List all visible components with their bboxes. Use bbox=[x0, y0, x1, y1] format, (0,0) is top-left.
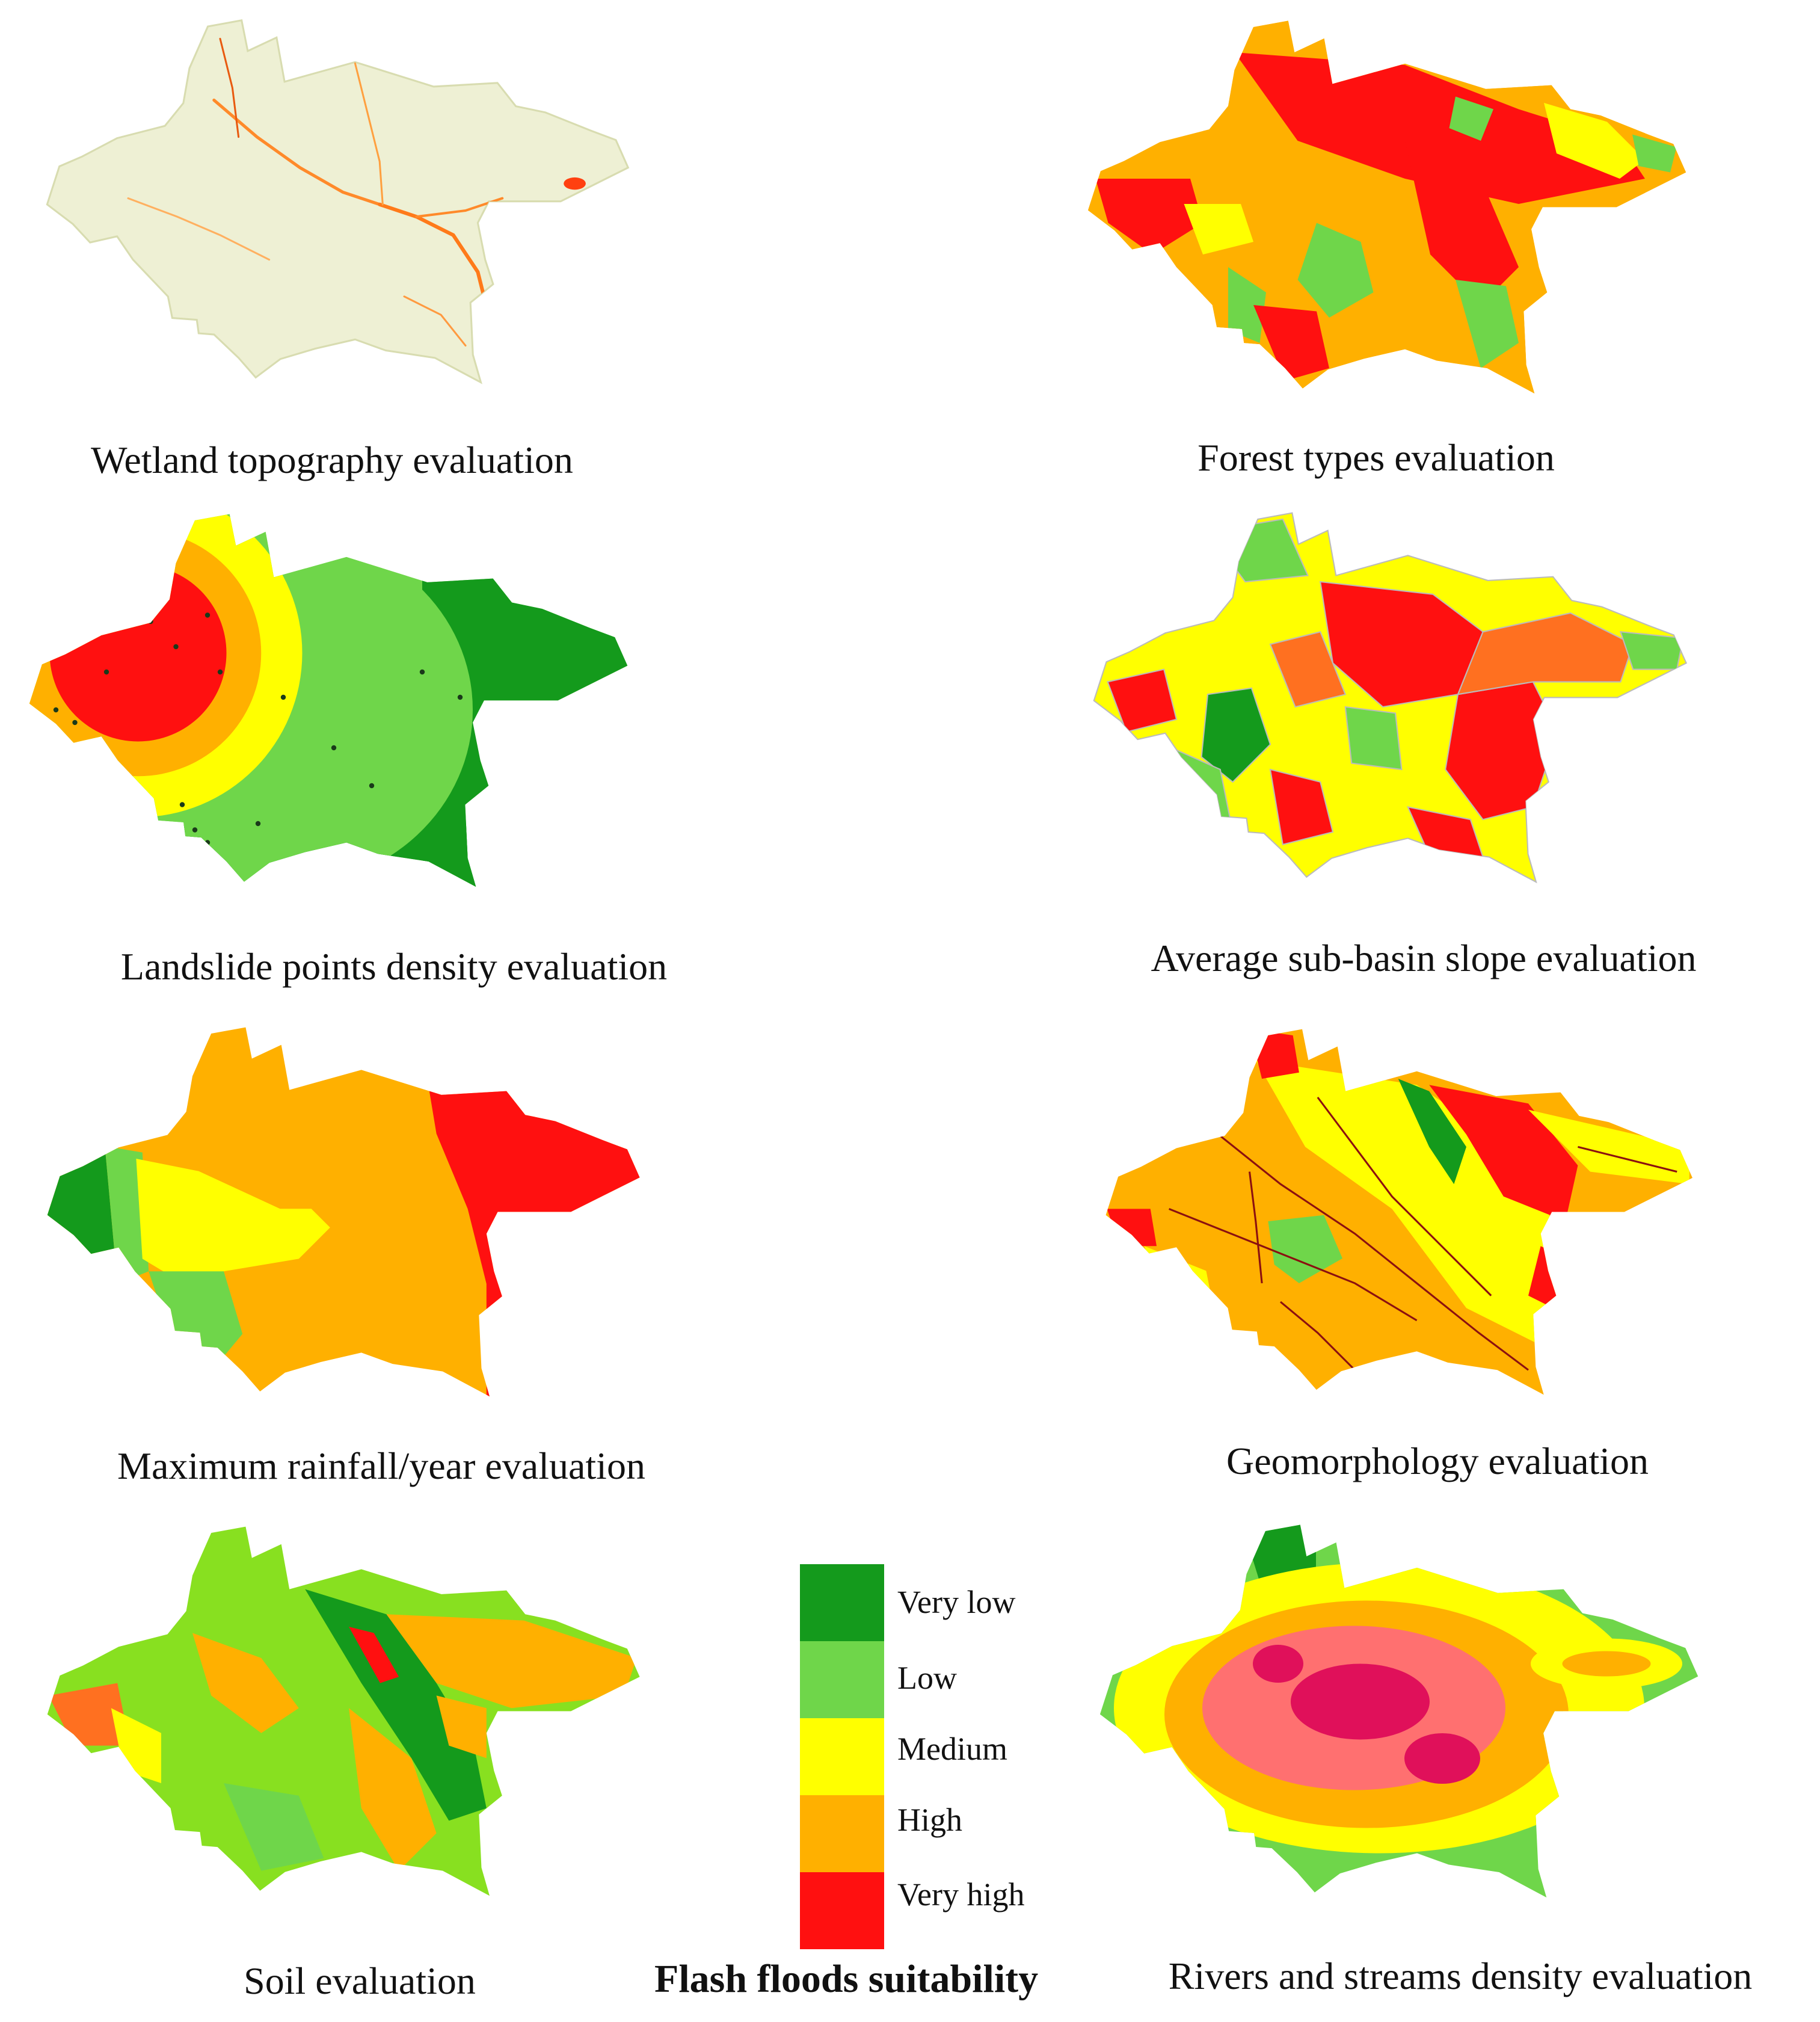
zone-low bbox=[1456, 280, 1519, 368]
caption-forest: Forest types evaluation bbox=[1197, 436, 1555, 479]
zone-medium bbox=[1184, 204, 1253, 254]
stream-line bbox=[212, 98, 381, 206]
river-network bbox=[1218, 1133, 1529, 1371]
wetland-patch bbox=[564, 177, 586, 190]
legend-label-low: Low bbox=[897, 1660, 957, 1696]
wetland-topography-map bbox=[46, 19, 629, 384]
zone-very-high bbox=[49, 564, 227, 742]
zone-very-low bbox=[305, 1589, 487, 1821]
legend-label-very-low: Very low bbox=[897, 1584, 1016, 1620]
soil-map bbox=[47, 1526, 640, 1896]
sub-basin-very-high bbox=[1269, 768, 1334, 846]
forest-types-map bbox=[1087, 20, 1686, 393]
density-hotspot bbox=[1291, 1663, 1430, 1740]
legend-label-very-high: Very high bbox=[897, 1876, 1025, 1913]
caption-rivers: Rivers and streams density evaluation bbox=[1168, 1955, 1753, 1997]
sub-basin-high bbox=[1457, 612, 1634, 695]
caption-rainfall: Maximum rainfall/year evaluation bbox=[117, 1444, 645, 1487]
river-density-map bbox=[1099, 1524, 1699, 1897]
river-network bbox=[1248, 1171, 1263, 1284]
legend-swatch-medium bbox=[800, 1718, 884, 1795]
zone-medium bbox=[136, 1159, 330, 1278]
zone-very-high bbox=[1253, 305, 1329, 381]
zone-very-high bbox=[349, 1627, 399, 1683]
stream-line bbox=[354, 62, 384, 206]
zone-very-high bbox=[1405, 141, 1519, 305]
caption-slope: Average sub-basin slope evaluation bbox=[1151, 937, 1697, 979]
landslide-density-map bbox=[29, 514, 628, 887]
sub-basin-high bbox=[1269, 630, 1347, 708]
zone-low bbox=[1632, 134, 1677, 173]
river-network bbox=[1169, 1207, 1418, 1322]
zone-very-high bbox=[1107, 1209, 1157, 1247]
caption-landslide: Landslide points density evaluation bbox=[120, 945, 668, 988]
zone-high bbox=[436, 1695, 487, 1758]
zone-low bbox=[149, 1271, 243, 1372]
zone-medium bbox=[1255, 1060, 1566, 1345]
caption-geomorph: Geomorphology evaluation bbox=[1226, 1440, 1649, 1482]
zone-very-high bbox=[1234, 52, 1645, 204]
zone-very-low bbox=[47, 1146, 118, 1284]
legend-swatch-very-low bbox=[800, 1564, 884, 1641]
stream-line bbox=[403, 295, 467, 347]
geomorphology-map bbox=[1105, 1029, 1692, 1395]
sub-basin-slope-map bbox=[1093, 512, 1687, 883]
river-network bbox=[1578, 1145, 1677, 1173]
zone-high bbox=[349, 1708, 437, 1871]
sub-basin-very-low bbox=[1201, 687, 1271, 783]
legend-label-medium: Medium bbox=[897, 1731, 1007, 1767]
legend-swatch-high bbox=[800, 1795, 884, 1872]
zone-high bbox=[1562, 1651, 1651, 1677]
sub-basin-low bbox=[1344, 706, 1403, 771]
legend-swatch-very-high bbox=[800, 1872, 884, 1949]
zone-medium bbox=[1544, 103, 1645, 179]
zone-low bbox=[1268, 1215, 1342, 1283]
river-network bbox=[1280, 1301, 1356, 1371]
zone-low bbox=[1449, 96, 1493, 141]
density-hotspot bbox=[1404, 1733, 1480, 1784]
zone-very-high bbox=[48, 1683, 130, 1746]
stream-line bbox=[378, 202, 489, 311]
caption-wetland: Wetland topography evaluation bbox=[91, 439, 573, 481]
zone-very-low bbox=[1398, 1079, 1466, 1185]
legend-title: Flash floods suitability bbox=[654, 1957, 1039, 2001]
max-rainfall-map bbox=[47, 1027, 640, 1397]
river-network bbox=[1317, 1097, 1492, 1296]
legend-label-high: High bbox=[897, 1802, 962, 1838]
zone-low bbox=[1228, 267, 1266, 343]
zone-high bbox=[192, 1633, 299, 1733]
density-hotspot bbox=[1253, 1645, 1303, 1683]
zone-high bbox=[386, 1614, 637, 1709]
legend-swatch-low bbox=[800, 1641, 884, 1718]
stream-line bbox=[219, 37, 240, 138]
zone-low bbox=[224, 1783, 324, 1871]
zone-low bbox=[1297, 223, 1374, 318]
zone-very-high bbox=[1095, 179, 1203, 254]
caption-soil: Soil evaluation bbox=[244, 1959, 476, 2002]
stream-line bbox=[127, 197, 271, 261]
sub-basin-very-high bbox=[1107, 668, 1178, 733]
